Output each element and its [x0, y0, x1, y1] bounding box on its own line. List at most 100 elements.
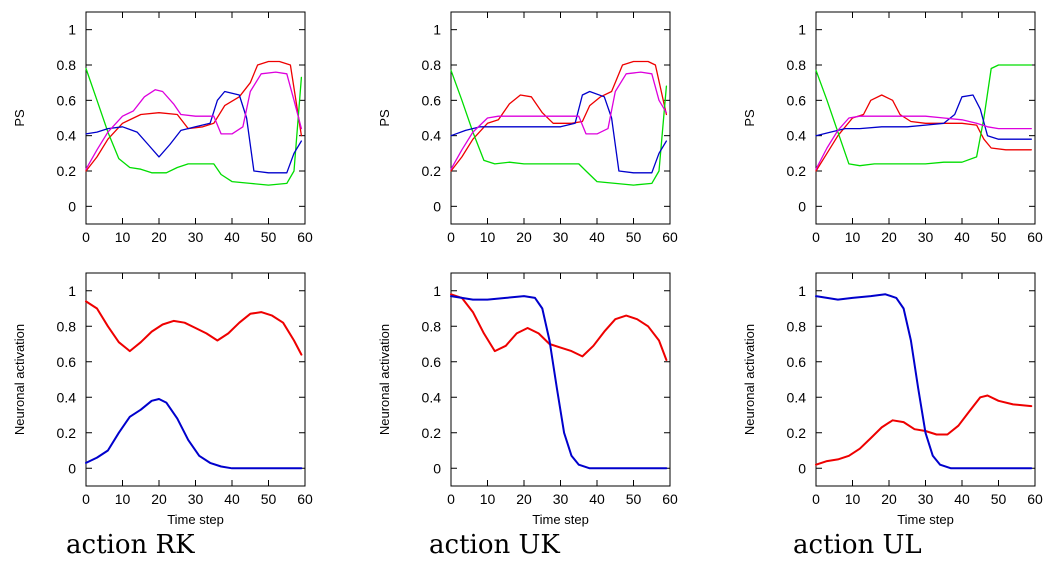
chart-panel-bottom-middle: 0 10 20 30 40 50 60 0 0.2 0.4 0.6 0.8 1 Neuronal acti… [377, 272, 678, 527]
x-tick-label: 50 [991, 491, 1007, 507]
y-tick-label: 0.4 [57, 128, 77, 144]
y-tick-label: 0.6 [57, 92, 77, 108]
chart-panel-top-left: 0 10 20 30 40 50 60 0 0.2 0.4 0.6 0.8 1 PS [12, 11, 313, 245]
x-tick-label: 40 [589, 229, 605, 245]
x-tick-label: 60 [297, 229, 313, 245]
y-tick-label: 1 [433, 283, 441, 299]
plot-frame [85, 272, 306, 487]
y-tick-label: 0.6 [57, 354, 77, 370]
y-tick-label: 0.2 [57, 163, 77, 179]
chart-panel-top-right: 0 10 20 30 40 50 60 0 0.2 0.4 0.6 0.8 1 PS [742, 11, 1043, 245]
y-tick-label: 0.2 [422, 425, 442, 441]
y-tick-label: 0.6 [787, 92, 807, 108]
x-tick-label: 60 [662, 229, 678, 245]
series-line-red [815, 394, 1033, 466]
series-line-blue [85, 90, 303, 174]
y-tick-label: 0.4 [787, 389, 807, 405]
x-tick-label: 0 [812, 229, 820, 245]
y-tick-label: 0 [68, 198, 76, 214]
x-tick-label: 60 [1027, 491, 1043, 507]
x-tick-label: 30 [188, 229, 204, 245]
x-tick-label: 0 [82, 229, 90, 245]
x-tick-label: 0 [82, 491, 90, 507]
x-tick-label: 10 [115, 229, 131, 245]
series-line-red [450, 293, 668, 361]
caption-action-uk: action UK [429, 530, 560, 560]
x-tick-label: 30 [918, 229, 934, 245]
x-tick-label: 20 [881, 491, 897, 507]
y-tick-label: 1 [798, 283, 806, 299]
x-tick-label: 20 [516, 491, 532, 507]
series-line-green [815, 64, 1032, 167]
y-tick-label: 0.4 [422, 389, 442, 405]
series-line-green [85, 67, 303, 186]
x-tick-label: 10 [845, 491, 861, 507]
series-line-blue [815, 293, 1033, 470]
series-line-magenta [85, 71, 303, 170]
x-tick-label: 40 [224, 491, 240, 507]
x-tick-label: 20 [151, 491, 167, 507]
y-tick-label: 1 [68, 22, 76, 38]
x-tick-label: 10 [480, 229, 496, 245]
y-tick-label: 0.6 [787, 354, 807, 370]
x-tick-label: 50 [261, 491, 277, 507]
series-line-blue [85, 398, 303, 470]
y-tick-label: 0.8 [787, 318, 807, 334]
y-axis-label: PS [12, 109, 27, 127]
y-tick-label: 0.2 [787, 425, 807, 441]
caption-action-ul: action UL [793, 530, 922, 560]
y-tick-label: 0.8 [422, 57, 442, 73]
plot-frame [815, 272, 1036, 487]
y-tick-label: 0 [433, 198, 441, 214]
y-tick-label: 0.2 [57, 425, 77, 441]
x-tick-label: 30 [553, 491, 569, 507]
y-tick-label: 0 [798, 198, 806, 214]
chart-panel-bottom-right: 0 10 20 30 40 50 60 0 0.2 0.4 0.6 0.8 1 Neuronal acti… [742, 272, 1043, 527]
x-tick-label: 30 [918, 491, 934, 507]
y-tick-label: 0.8 [787, 57, 807, 73]
x-tick-label: 10 [115, 491, 131, 507]
x-tick-label: 60 [297, 491, 313, 507]
y-tick-label: 0.4 [787, 128, 807, 144]
x-tick-label: 60 [1027, 229, 1043, 245]
y-tick-label: 1 [433, 22, 441, 38]
x-axis-label: Time step [532, 512, 589, 527]
x-tick-label: 30 [188, 491, 204, 507]
series-line-blue [815, 94, 1032, 140]
chart-panel-bottom-left: 0 10 20 30 40 50 60 0 0.2 0.4 0.6 0.8 1 Neuronal acti… [12, 272, 313, 527]
x-tick-label: 40 [954, 491, 970, 507]
y-tick-label: 0.6 [422, 354, 442, 370]
x-tick-label: 50 [261, 229, 277, 245]
y-tick-label: 0.4 [57, 389, 77, 405]
x-tick-label: 10 [480, 491, 496, 507]
series-line-red [85, 300, 303, 356]
series-line-green [450, 69, 668, 186]
series-line-magenta [815, 115, 1032, 170]
x-tick-label: 40 [954, 229, 970, 245]
y-axis-label: PS [377, 109, 392, 127]
y-axis-label: Neuronal activation [742, 324, 757, 435]
x-tick-label: 10 [845, 229, 861, 245]
y-axis-label: PS [742, 109, 757, 127]
x-tick-label: 20 [881, 229, 897, 245]
x-axis-label: Time step [167, 512, 224, 527]
y-axis-label: Neuronal activation [377, 324, 392, 435]
y-tick-label: 0.2 [422, 163, 442, 179]
y-tick-label: 1 [68, 283, 76, 299]
y-tick-label: 0 [798, 460, 806, 476]
x-tick-label: 50 [626, 229, 642, 245]
series-line-magenta [450, 71, 668, 170]
y-tick-label: 0.8 [57, 318, 77, 334]
x-tick-label: 20 [151, 229, 167, 245]
x-tick-label: 50 [626, 491, 642, 507]
x-tick-label: 0 [812, 491, 820, 507]
plot-frame [85, 11, 306, 225]
plot-frame [450, 272, 671, 487]
x-tick-label: 0 [447, 491, 455, 507]
x-tick-label: 40 [589, 491, 605, 507]
series-line-red [815, 94, 1032, 172]
y-tick-label: 0 [68, 460, 76, 476]
series-line-red [85, 60, 303, 172]
x-tick-label: 20 [516, 229, 532, 245]
